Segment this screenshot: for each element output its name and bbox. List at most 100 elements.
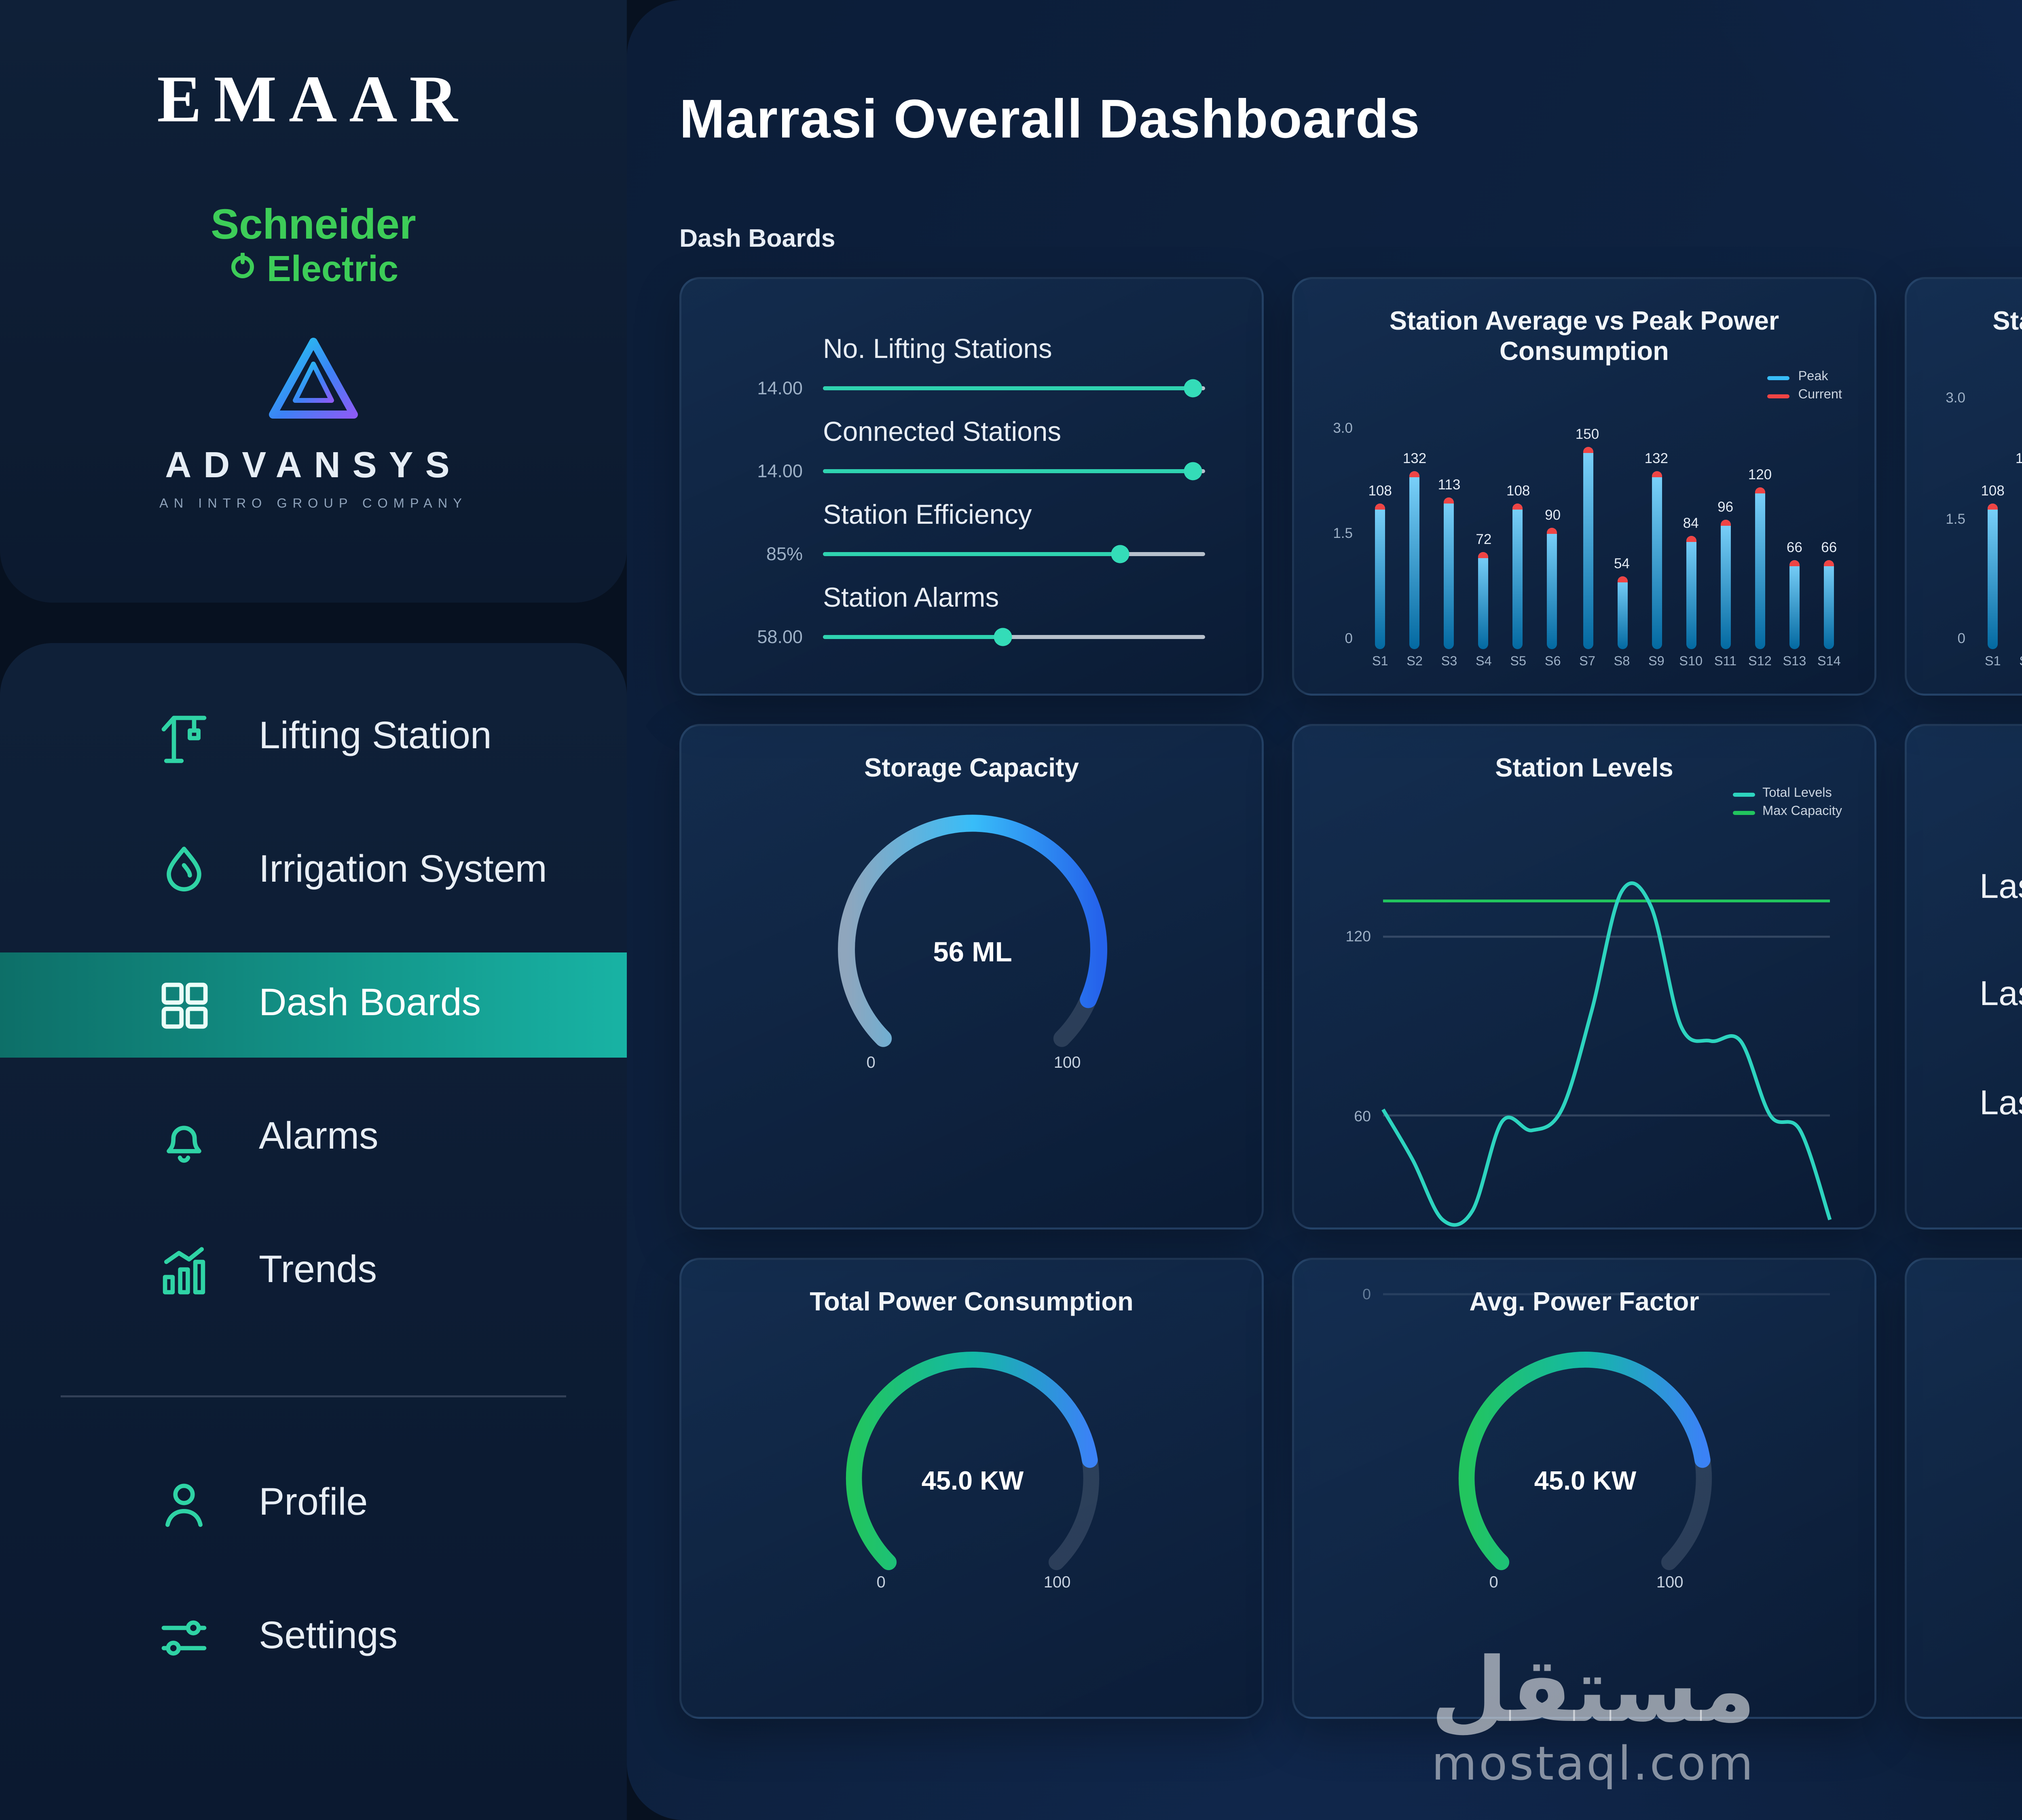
current-marker — [1824, 560, 1834, 566]
kpi-slider-track[interactable] — [823, 462, 1205, 480]
nav-panel: Lifting Station Irrigation System Dash B… — [0, 643, 627, 1820]
advansys-logo: ADVANSYS AN INTRO GROUP COMPANY — [159, 334, 467, 512]
sidebar-item-label: Dash Boards — [259, 983, 481, 1025]
kpi-sliders: No. Lifting Stations 14.00 Connected Sta… — [706, 299, 1237, 673]
chart-title: Station Average vs Peak Power Consumptio… — [1389, 305, 1779, 366]
bar — [1755, 487, 1765, 649]
sidebar-item-settings[interactable]: Settings — [0, 1571, 627, 1705]
current-marker — [1988, 504, 1998, 510]
sidebar-item-alarms[interactable]: Alarms — [0, 1072, 627, 1205]
kpi-slider-knob[interactable] — [993, 628, 1012, 646]
sidebar-item-irrigation-system[interactable]: Irrigation System — [0, 805, 627, 938]
bar-column: 150 S7 — [1575, 429, 1599, 669]
kpi-slider-fill — [823, 468, 1194, 474]
legend-swatch — [1732, 791, 1755, 796]
bar — [1720, 520, 1731, 649]
kpi-label: Station Efficiency — [823, 499, 1032, 530]
schneider-logo: Schneider Electric — [211, 202, 416, 290]
bar-column: 72 S4 — [1475, 534, 1492, 669]
kpi-slider-fill — [823, 385, 1194, 391]
summary-row: Last Quarter: 8,420 ML — [1980, 1083, 2022, 1122]
card-title: Station Levels Summary — [1931, 752, 2022, 783]
sidebar-item-lifting-station[interactable]: Lifting Station — [0, 671, 627, 805]
current-marker — [1478, 552, 1489, 558]
legend-item: Max Capacity — [1732, 805, 1842, 819]
card-avg-power-factor: Avg. Power Factor 45.0 KW 0 100 — [1292, 1258, 1876, 1719]
emaar-logo: EMAAR — [157, 65, 470, 138]
bar — [1616, 576, 1627, 649]
page-title: Marrasi Overall Dashboards — [679, 89, 1421, 150]
bar — [1513, 504, 1523, 649]
current-marker — [1686, 536, 1696, 542]
kpi-value: 85% — [766, 544, 803, 564]
sidebar-item-label: Settings — [259, 1616, 398, 1658]
station-levels-line-chart: 120600 — [1345, 847, 1830, 1304]
kpi-slider-knob[interactable] — [1112, 545, 1130, 563]
bar — [1409, 471, 1420, 649]
current-marker — [1651, 471, 1662, 477]
current-marker — [1755, 487, 1765, 493]
sidebar-item-dash-boards[interactable]: Dash Boards — [0, 952, 627, 1058]
kpi-label: No. Lifting Stations — [823, 334, 1052, 364]
bar-column: 54 S8 — [1614, 558, 1630, 669]
kpi-slider-knob[interactable] — [1184, 379, 1203, 398]
total-power-gauge: 45.0 KW 0 100 — [812, 1337, 1132, 1592]
bar — [1548, 528, 1558, 649]
logo-panel: EMAAR Schneider Electric — [0, 0, 627, 603]
legend-swatch — [1768, 375, 1790, 379]
card-title: Energy Cost — [1931, 1286, 2022, 1316]
bar-column: 132 S2 — [1402, 453, 1427, 669]
kpi-slider-track[interactable] — [823, 628, 1205, 646]
bar-column: 90 S6 — [1544, 510, 1561, 669]
bar-column: 66 S13 — [1783, 542, 1806, 669]
bar-column: 108 S1 — [1368, 485, 1392, 669]
bar-column: 108 S1 — [1981, 485, 2005, 669]
current-marker — [1409, 471, 1420, 477]
sidebar-item-label: Lifting Station — [259, 716, 492, 758]
section-label: Dash Boards — [679, 224, 835, 253]
settings-sliders-icon — [154, 1608, 214, 1668]
summary-row: Last Month: 73 ML — [1980, 975, 2022, 1013]
legend-swatch — [1732, 810, 1755, 814]
kpi-slider-track[interactable] — [823, 379, 1205, 398]
bar-column: 84 S10 — [1679, 518, 1703, 669]
sidebar-item-profile[interactable]: Profile — [0, 1438, 627, 1571]
kpi-slider-track[interactable] — [823, 545, 1205, 563]
card-peak-power: Station Average vs Peak Power Consumptio… — [1292, 277, 1876, 696]
card-station-levels: Station Levels Total Levels Max Capacity … — [1292, 724, 1876, 1304]
kpi-slider-knob[interactable] — [1184, 462, 1203, 480]
profile-icon — [154, 1474, 214, 1535]
svg-text:45.0 KW: 45.0 KW — [920, 1466, 1023, 1495]
bar-column: 120 S12 — [1748, 469, 1772, 669]
legend-swatch — [1768, 393, 1790, 398]
gauge-scale: 0 100 — [876, 1573, 1071, 1592]
bar — [1444, 497, 1454, 649]
y-axis: 3.0 1.5 0 — [1333, 423, 1353, 647]
sidebar-item-label: Irrigation System — [259, 849, 547, 892]
svg-text:56 ML: 56 ML — [932, 936, 1011, 967]
sidebar-divider — [61, 1395, 566, 1397]
dashboard-icon — [154, 975, 214, 1035]
bar — [1988, 504, 1998, 649]
current-marker — [1548, 528, 1558, 534]
kpi-slider-row: Connected Stations 14.00 — [714, 417, 1221, 481]
kpi-slider-row: Station Efficiency 85% — [714, 499, 1221, 564]
kpi-label: Connected Stations — [823, 417, 1062, 447]
card-title: Avg. Power Factor — [1469, 1286, 1699, 1316]
bar-column: 132 S9 — [1644, 453, 1668, 669]
current-marker — [1375, 504, 1385, 510]
bar-column: 113 S3 — [1438, 478, 1461, 669]
main-header: Marrasi Overall Dashboards Home Log Out — [627, 0, 2022, 172]
current-marker — [1720, 520, 1731, 526]
sidebar-item-trends[interactable]: Trends — [0, 1205, 627, 1339]
kpi-slider-fill — [823, 634, 1003, 640]
advansys-triangle-icon — [261, 334, 366, 433]
legend-item: Current — [1768, 388, 1842, 402]
gauge-scale: 0 100 — [866, 1052, 1081, 1071]
summary-row: Last Day: 2 ML — [1980, 866, 2022, 905]
bell-icon — [154, 1108, 214, 1169]
gauge-scale: 0 100 — [1489, 1573, 1684, 1592]
